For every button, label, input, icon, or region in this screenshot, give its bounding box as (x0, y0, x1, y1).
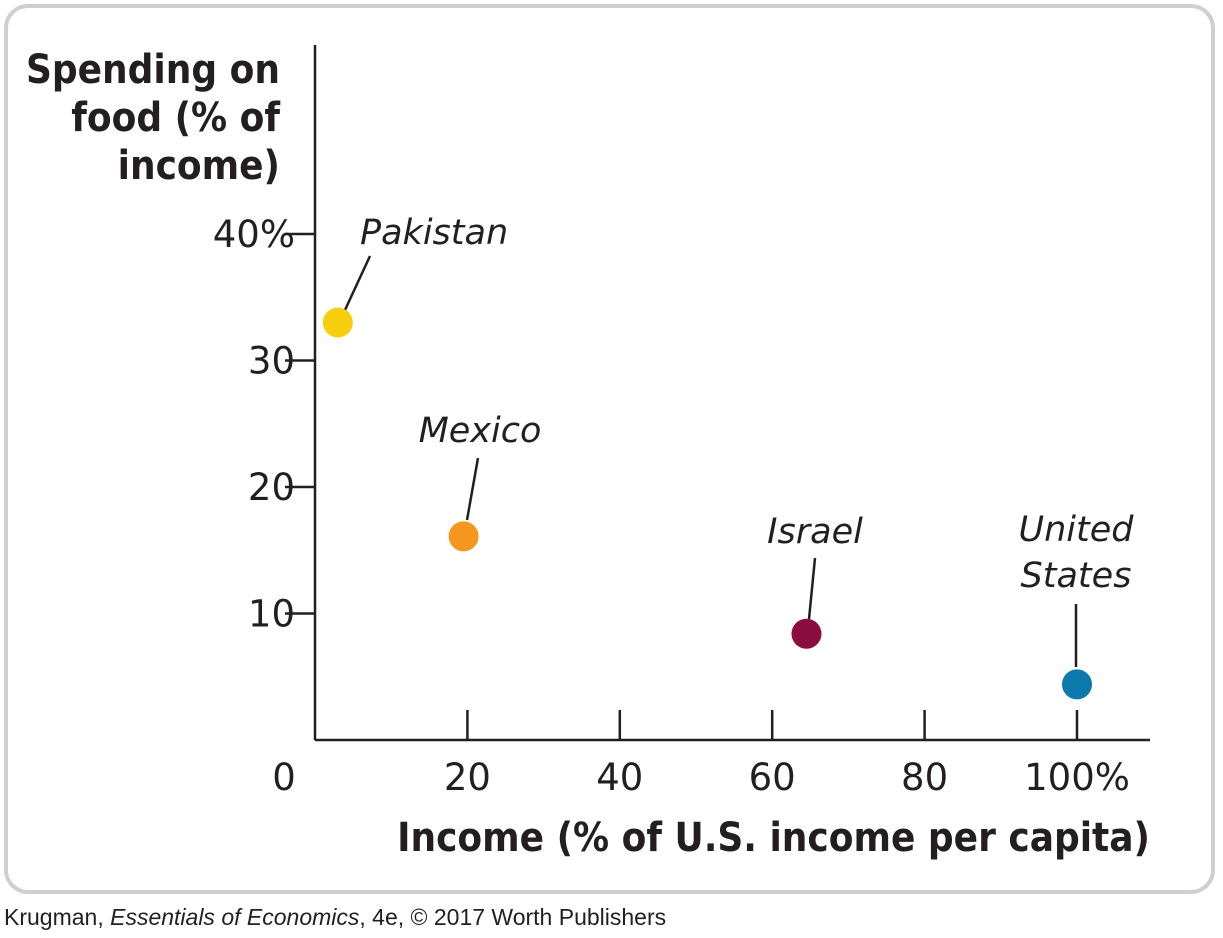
data-point (448, 521, 479, 552)
data-point (791, 618, 822, 649)
x-tick-label: 40 (596, 756, 643, 799)
point-label: United (1019, 510, 1135, 550)
point-label: Mexico (419, 411, 542, 451)
x-tick-label: 80 (901, 756, 948, 799)
leader-line (807, 557, 817, 620)
credit-book-title: Essentials of Economics (110, 904, 360, 930)
point-label: Israel (767, 512, 863, 552)
credit-edition-publisher: , 4e, © 2017 Worth Publishers (359, 904, 667, 930)
credit-author: Krugman, (4, 904, 104, 930)
y-tick-label: 20 (248, 466, 295, 509)
y-axis-title: Spending on (26, 47, 280, 93)
x-tick-label: 20 (444, 756, 491, 799)
y-axis-title: income) (118, 143, 280, 189)
y-tick-label: 40% (213, 213, 295, 256)
x-tick-label: 60 (749, 756, 796, 799)
leader-line (465, 457, 480, 521)
y-tick-label: 10 (248, 593, 295, 636)
y-axis-title: food (% of (71, 95, 280, 141)
data-point (322, 307, 353, 338)
point-label: Pakistan (360, 213, 508, 253)
chart-frame (4, 4, 1215, 894)
point-label: States (1021, 556, 1132, 596)
leader-line (343, 255, 372, 311)
x-tick-label: 100% (1024, 756, 1130, 799)
origin-label: 0 (272, 756, 296, 799)
x-axis-title: Income (% of U.S. income per capita) (397, 815, 1150, 861)
credit-line: Krugman, Essentials of Economics, 4e, © … (4, 904, 666, 931)
y-tick-label: 30 (248, 340, 295, 383)
data-point (1062, 669, 1092, 700)
